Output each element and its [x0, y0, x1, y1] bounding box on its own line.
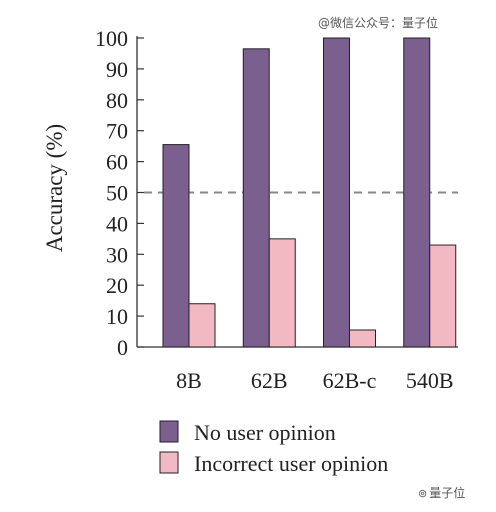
- bar-incorrect-user-opinion-62b: [268, 238, 296, 348]
- y-tick-label: 40: [106, 211, 128, 236]
- bar-incorrect-user-opinion-62b-c: [349, 329, 376, 348]
- y-tick-label: 30: [106, 242, 128, 267]
- legend-swatch: [159, 420, 179, 443]
- legend-swatch: [159, 451, 179, 474]
- x-tick-label: 62B: [251, 368, 288, 393]
- y-tick-label: 10: [106, 304, 128, 329]
- y-tick-label: 100: [95, 26, 128, 51]
- y-tick-label: 90: [106, 57, 128, 82]
- legend: No user opinion Incorrect user opinion: [159, 420, 388, 476]
- bar-no-user-opinion-540b: [403, 37, 431, 348]
- legend-label: Incorrect user opinion: [194, 451, 388, 476]
- y-axis: 0 10 20 30 40 50 60 70 80 90 100: [95, 26, 458, 360]
- bar-incorrect-user-opinion-8b: [188, 303, 216, 348]
- bar-incorrect-user-opinion-540b: [429, 244, 457, 348]
- bar-no-user-opinion-62b-c: [323, 37, 350, 348]
- x-tick-label: 540B: [406, 368, 454, 393]
- bars: [162, 37, 457, 348]
- bar-no-user-opinion-8b: [162, 144, 190, 348]
- x-axis: 8B 62B 62B-c 540B: [176, 368, 453, 393]
- x-tick-label: 62B-c: [323, 368, 377, 393]
- y-tick-label: 20: [106, 273, 128, 298]
- watermark-top: @微信公众号：量子位: [318, 14, 438, 31]
- bar-no-user-opinion-62b: [242, 48, 270, 348]
- y-tick-label: 80: [106, 88, 128, 113]
- watermark-bottom-text: 量子位: [429, 486, 466, 500]
- legend-label: No user opinion: [194, 420, 336, 445]
- y-tick-label: 60: [106, 150, 128, 175]
- wechat-icon: ⊚: [418, 487, 428, 500]
- watermark-bottom: ⊚ 量子位: [418, 484, 465, 501]
- y-tick-label: 0: [117, 335, 128, 360]
- y-tick-label: 70: [106, 119, 128, 144]
- y-tick-label: 50: [106, 181, 128, 206]
- x-tick-label: 8B: [176, 368, 202, 393]
- watermark-top-text: @微信公众号：量子位: [318, 16, 439, 30]
- y-axis-label: Accuracy (%): [42, 124, 67, 252]
